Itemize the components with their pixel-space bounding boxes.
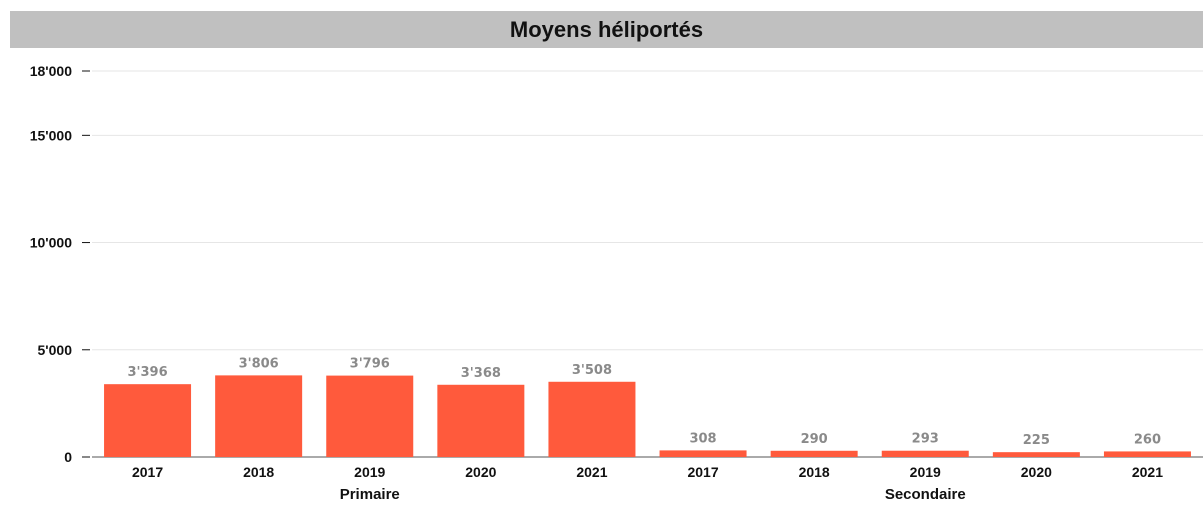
group-label: Secondaire [885,486,966,503]
x-tick-label: 2020 [1021,464,1052,480]
y-tick-label: 15'000 [30,127,72,143]
x-tick-label: 2017 [687,464,718,480]
x-tick-label: 2020 [465,464,496,480]
bar [104,384,192,457]
x-tick-label: 2021 [576,464,607,480]
y-tick-label: 10'000 [30,235,72,251]
y-tick-label: 0 [64,449,72,465]
data-label: 260 [1134,432,1161,447]
data-label: 225 [1023,433,1050,448]
bar [992,452,1080,457]
bar [1103,451,1191,457]
chart-title: Moyens héliportés [509,16,704,42]
data-label: 308 [689,431,716,446]
bar [215,375,303,457]
bar [659,450,747,457]
x-tick-label: 2019 [910,464,941,480]
bar [437,384,525,457]
chart-title-bar: Moyens héliportés [10,11,1203,48]
x-tick-label: 2017 [132,464,163,480]
bar [548,381,636,457]
data-label: 290 [801,432,828,447]
data-label: 293 [912,432,939,447]
y-tick-label: 18'000 [30,63,72,79]
x-tick-label: 2018 [799,464,830,480]
y-tick-label: 5'000 [38,342,73,358]
group-label: Primaire [340,486,400,503]
bar [326,375,414,457]
data-label: 3'396 [127,365,167,380]
data-label: 3'796 [350,357,390,372]
bar [770,450,858,457]
x-tick-label: 2018 [243,464,274,480]
x-tick-label: 2019 [354,464,385,480]
data-label: 3'368 [461,366,501,381]
data-label: 3'806 [239,356,279,371]
data-label: 3'508 [572,363,612,378]
bar [881,450,969,457]
x-tick-label: 2021 [1132,464,1163,480]
